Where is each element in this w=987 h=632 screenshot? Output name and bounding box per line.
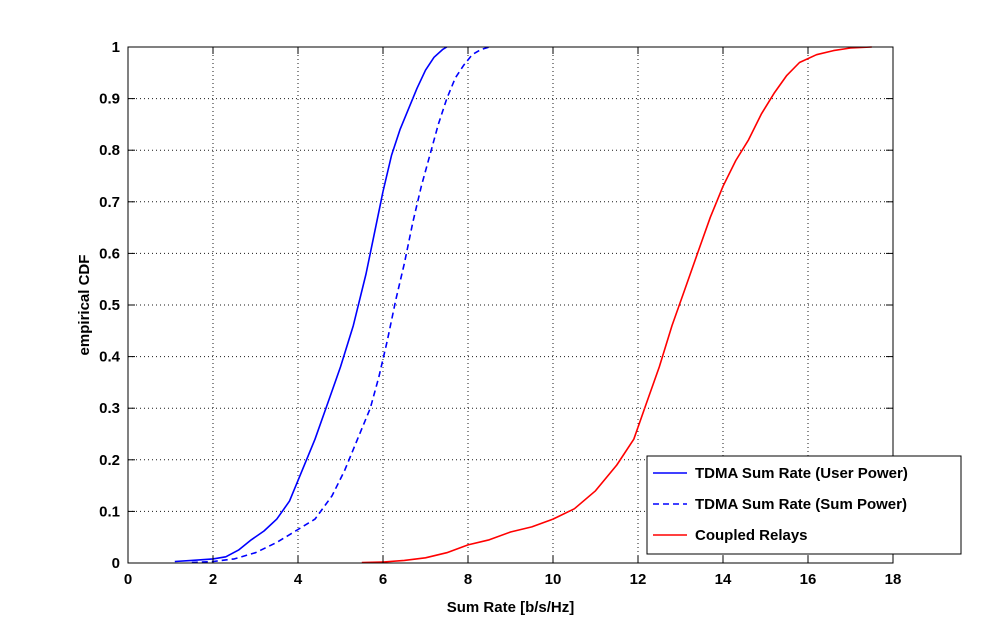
y-tick-label: 1: [112, 39, 120, 56]
x-tick-label: 8: [464, 571, 472, 588]
y-tick-labels: 0 0.1 0.2 0.3 0.4 0.5 0.6 0.7 0.8 0.9 1: [99, 39, 121, 572]
x-tick-label: 6: [379, 571, 387, 588]
x-tick-label: 10: [545, 571, 562, 588]
y-tick-label: 0.1: [99, 503, 120, 520]
x-tick-labels: 0 2 4 6 8 10 12 14 16 18: [124, 571, 902, 588]
y-axis-label: empirical CDF: [76, 255, 93, 356]
y-tick-label: 0.8: [99, 142, 120, 159]
legend: TDMA Sum Rate (User Power) TDMA Sum Rate …: [646, 455, 962, 555]
y-tick-label: 0.5: [99, 297, 120, 314]
x-tick-label: 14: [715, 571, 732, 588]
y-tick-label: 0.2: [99, 452, 120, 469]
series-line-3: [361, 46, 872, 564]
y-tick-label: 0.9: [99, 91, 120, 108]
y-tick-label: 0.7: [99, 194, 120, 211]
legend-label: Coupled Relays: [695, 527, 808, 544]
legend-label: TDMA Sum Rate (User Power): [695, 465, 908, 482]
series-line-1: [174, 46, 448, 563]
axes-frame: [127, 46, 894, 564]
x-tick-label: 18: [885, 571, 902, 588]
series-lines: [174, 46, 872, 564]
x-tick-label: 4: [294, 571, 303, 588]
legend-box: [646, 455, 962, 555]
x-tick-label: 0: [124, 571, 132, 588]
y-tick-label: 0.4: [99, 349, 121, 366]
x-tick-label: 2: [209, 571, 217, 588]
x-axis-label: Sum Rate [b/s/Hz]: [447, 599, 575, 616]
y-tick-label: 0.6: [99, 245, 120, 262]
y-tick-label: 0: [112, 555, 120, 572]
x-tick-label: 12: [630, 571, 647, 588]
y-tick-label: 0.3: [99, 400, 120, 417]
legend-label: TDMA Sum Rate (Sum Power): [695, 496, 907, 513]
x-tick-label: 16: [800, 571, 817, 588]
